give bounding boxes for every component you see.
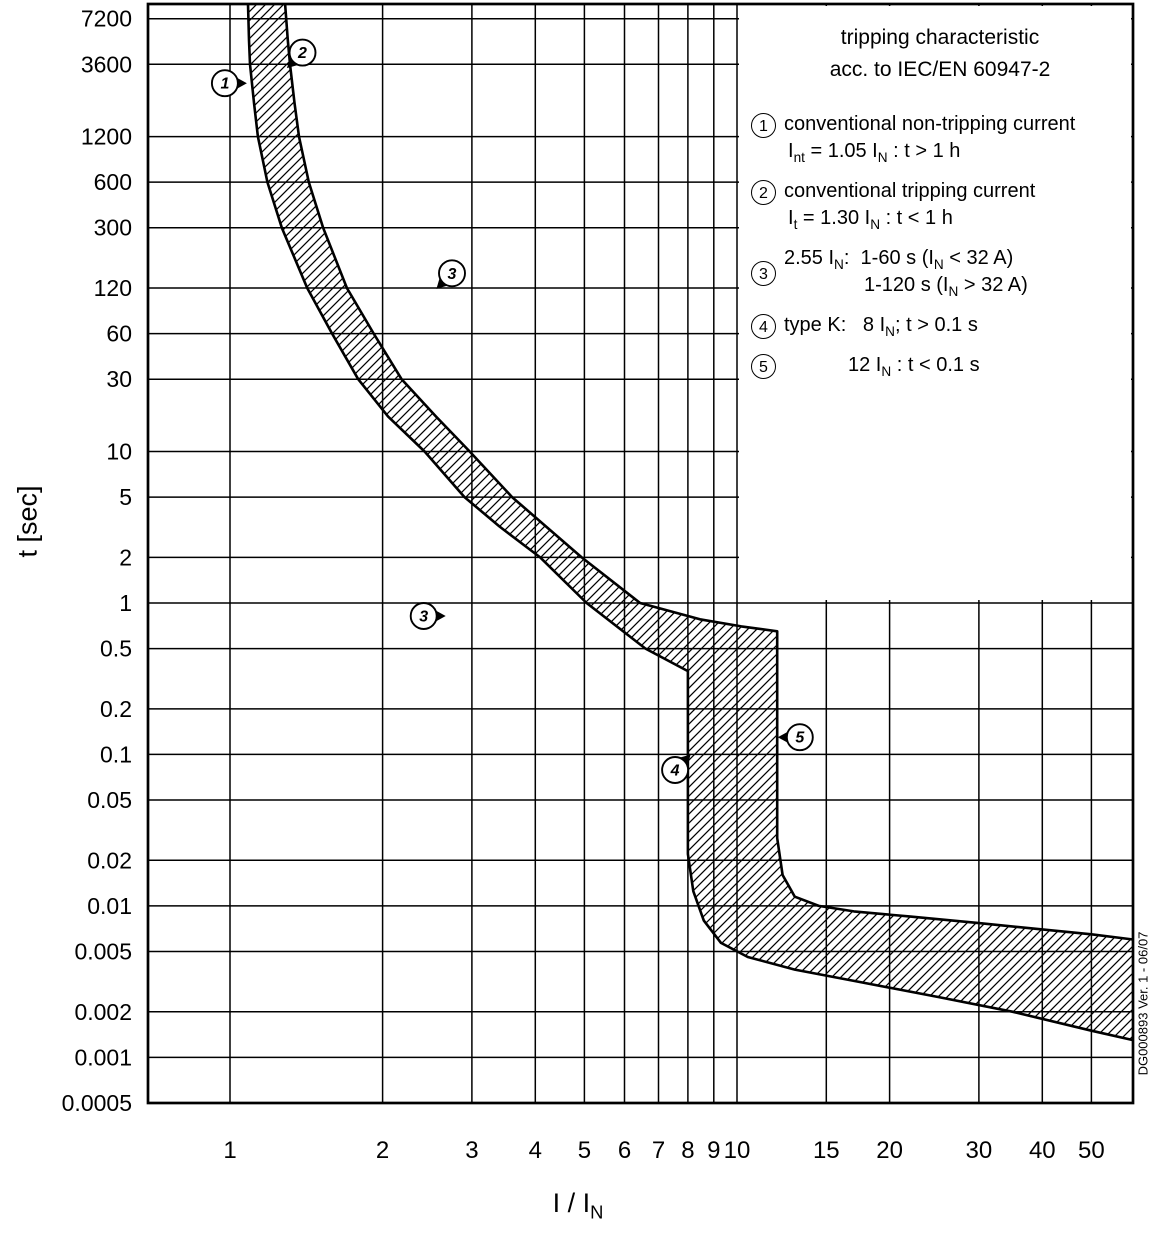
marker-3: 3 bbox=[409, 602, 446, 630]
svg-text:5: 5 bbox=[119, 484, 132, 510]
svg-text:40: 40 bbox=[1029, 1137, 1056, 1164]
svg-text:5: 5 bbox=[795, 730, 805, 747]
tripping-band bbox=[248, 4, 1133, 1041]
svg-text:15: 15 bbox=[813, 1137, 840, 1164]
svg-text:30: 30 bbox=[966, 1137, 993, 1164]
svg-text:0.02: 0.02 bbox=[87, 847, 132, 873]
band-lower-boundary bbox=[246, 3, 1134, 1042]
svg-text:0.1: 0.1 bbox=[100, 741, 132, 767]
x-axis-label: I / IN bbox=[552, 1188, 604, 1223]
svg-text:9: 9 bbox=[707, 1137, 720, 1164]
svg-text:0.002: 0.002 bbox=[74, 999, 132, 1025]
legend-item-3-text: 2.55 IN: 1-60 s (IN < 32 A) 1-120 s (IN >… bbox=[784, 247, 1028, 299]
svg-text:2: 2 bbox=[376, 1137, 389, 1164]
svg-text:600: 600 bbox=[94, 169, 132, 195]
svg-text:0.001: 0.001 bbox=[74, 1044, 132, 1070]
svg-text:1: 1 bbox=[220, 76, 229, 93]
svg-text:3: 3 bbox=[465, 1137, 478, 1164]
svg-text:300: 300 bbox=[94, 215, 132, 241]
legend-item-3: 3 2.55 IN: 1-60 s (IN < 32 A) 1-120 s (IN … bbox=[751, 245, 1129, 299]
marker-3: 3 bbox=[436, 259, 466, 289]
legend-item-5-text: 12 IN : t < 0.1 s bbox=[848, 354, 980, 379]
plot-frame bbox=[146, 2, 1135, 1105]
legend-item-1: 1 conventional non-tripping current Int = … bbox=[751, 111, 1129, 165]
legend-item-2: 2 conventional tripping current It = 1.30 … bbox=[751, 178, 1129, 232]
svg-text:8: 8 bbox=[681, 1137, 694, 1164]
marker-5: 5 bbox=[777, 723, 814, 752]
marker-2: 2 bbox=[286, 38, 317, 69]
x-tick-labels: 1 2 3 4 5 6 7 8 9 10 15 20 30 40 50 bbox=[223, 1137, 1104, 1164]
svg-text:0.01: 0.01 bbox=[87, 893, 132, 919]
svg-text:0.5: 0.5 bbox=[100, 636, 132, 662]
svg-text:60: 60 bbox=[106, 321, 132, 347]
svg-text:2: 2 bbox=[297, 45, 307, 62]
legend-title: tripping characteristic acc. to IEC/EN 60… bbox=[829, 26, 1051, 81]
svg-text:1: 1 bbox=[223, 1137, 236, 1164]
marker-1: 1 bbox=[210, 69, 247, 98]
legend-item-5-circle: 5 bbox=[751, 354, 776, 379]
y-axis-label: t [sec] bbox=[12, 485, 43, 558]
chart-legend: tripping characteristic acc. to IEC/EN 60… bbox=[739, 6, 1131, 600]
document-version-label: DG000893 Ver. 1 - 06/07 bbox=[1135, 931, 1151, 1076]
band-upper-boundary bbox=[283, 3, 1134, 941]
svg-text:0.2: 0.2 bbox=[100, 696, 132, 722]
svg-text:5: 5 bbox=[578, 1137, 591, 1164]
svg-text:3: 3 bbox=[448, 266, 457, 283]
svg-text:10: 10 bbox=[724, 1137, 751, 1164]
marker-4: 4 bbox=[661, 754, 691, 784]
svg-text:2: 2 bbox=[119, 544, 132, 570]
svg-text:4: 4 bbox=[529, 1137, 542, 1164]
legend-item-4-text: type K: 8 IN; t > 0.1 s bbox=[784, 314, 978, 339]
svg-text:7200: 7200 bbox=[81, 6, 132, 32]
svg-text:10: 10 bbox=[106, 439, 132, 465]
legend-item-4: 4 type K: 8 IN; t > 0.1 s bbox=[751, 312, 1129, 339]
svg-text:6: 6 bbox=[618, 1137, 631, 1164]
svg-text:0.05: 0.05 bbox=[87, 787, 132, 813]
svg-text:0.005: 0.005 bbox=[74, 939, 132, 965]
legend-item-2-text: conventional tripping current It = 1.30 I… bbox=[784, 180, 1036, 232]
svg-text:30: 30 bbox=[106, 366, 132, 392]
legend-item-2-circle: 2 bbox=[751, 180, 776, 205]
svg-text:0.0005: 0.0005 bbox=[62, 1090, 132, 1116]
legend-item-1-text: conventional non-tripping current Int = 1… bbox=[784, 113, 1076, 165]
y-tick-labels: 7200 3600 1200 600 300 120 60 30 10 5 2 1 0.5 0.2 0.1 0… bbox=[62, 6, 132, 1116]
svg-text:4: 4 bbox=[670, 763, 680, 780]
svg-text:120: 120 bbox=[94, 275, 132, 301]
legend-item-1-circle: 1 bbox=[751, 113, 776, 138]
legend-item-4-circle: 4 bbox=[751, 314, 776, 339]
svg-text:3600: 3600 bbox=[81, 51, 132, 77]
svg-text:1: 1 bbox=[119, 590, 132, 616]
legend-item-5: 5 12 IN : t < 0.1 s bbox=[751, 352, 1129, 379]
svg-text:50: 50 bbox=[1078, 1137, 1105, 1164]
svg-text:7: 7 bbox=[652, 1137, 665, 1164]
svg-text:3: 3 bbox=[419, 609, 428, 626]
svg-text:20: 20 bbox=[876, 1137, 903, 1164]
svg-text:1200: 1200 bbox=[81, 124, 132, 150]
legend-item-3-circle: 3 bbox=[751, 260, 776, 286]
